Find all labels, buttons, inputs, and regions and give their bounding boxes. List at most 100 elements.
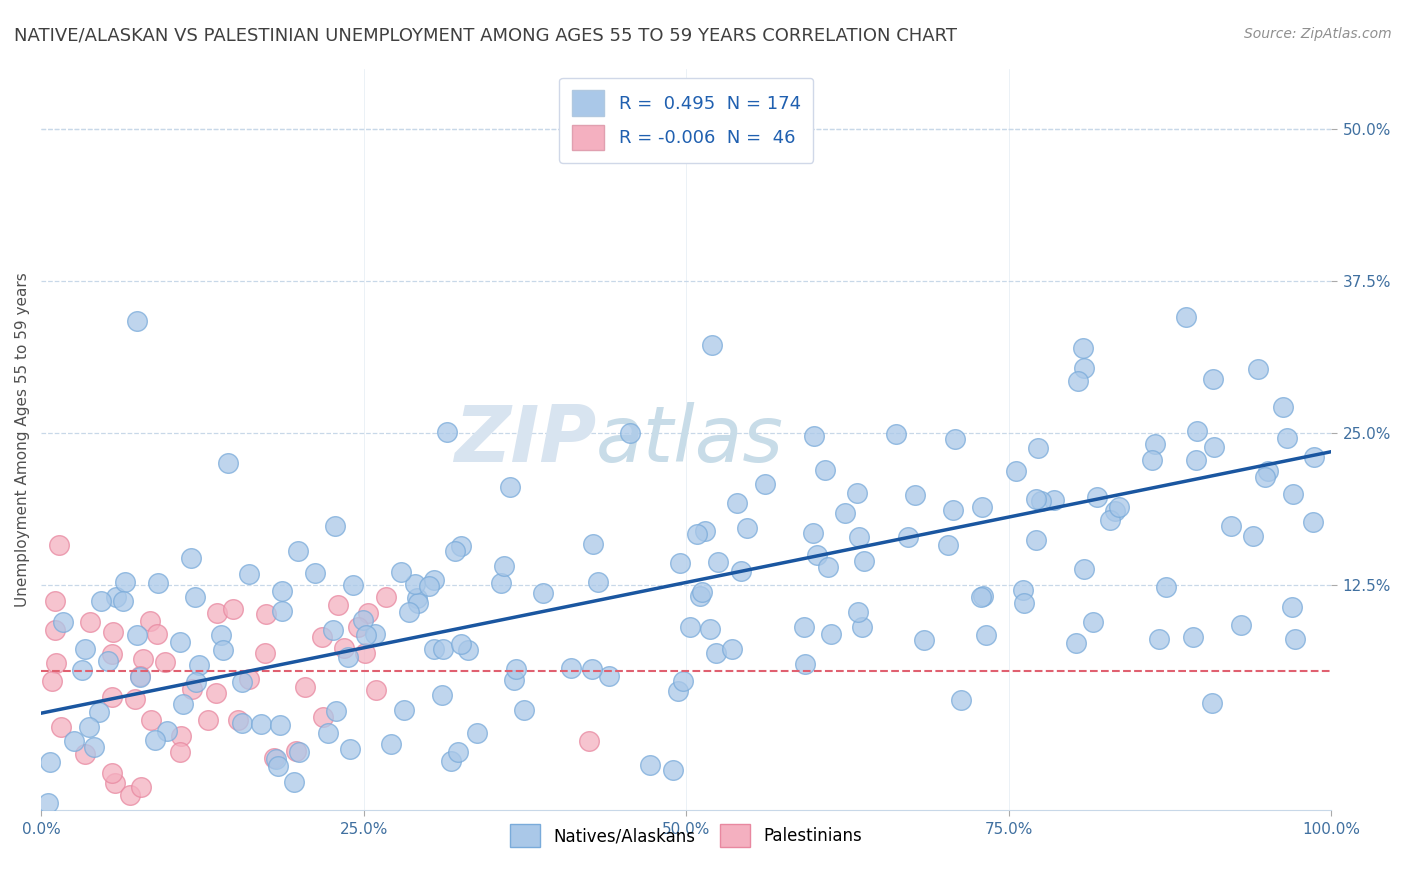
Point xyxy=(172,697,194,711)
Point xyxy=(1073,562,1095,576)
Point xyxy=(212,643,235,657)
Point xyxy=(1303,450,1326,465)
Point xyxy=(231,716,253,731)
Point xyxy=(1073,361,1095,376)
Point xyxy=(936,539,959,553)
Point xyxy=(139,614,162,628)
Point xyxy=(848,530,870,544)
Y-axis label: Unemployment Among Ages 55 to 59 years: Unemployment Among Ages 55 to 59 years xyxy=(15,272,30,607)
Point xyxy=(735,521,758,535)
Point xyxy=(283,774,305,789)
Point xyxy=(170,729,193,743)
Point xyxy=(184,591,207,605)
Point xyxy=(45,656,67,670)
Point xyxy=(322,623,344,637)
Point xyxy=(672,674,695,689)
Point xyxy=(1140,453,1163,467)
Point xyxy=(1026,441,1049,455)
Point xyxy=(323,519,346,533)
Point xyxy=(568,891,591,892)
Point xyxy=(814,463,837,477)
Point xyxy=(974,628,997,642)
Point xyxy=(1108,500,1130,514)
Point xyxy=(267,759,290,773)
Point xyxy=(96,654,118,668)
Point xyxy=(37,796,59,810)
Point xyxy=(690,585,713,599)
Point xyxy=(707,555,730,569)
Point xyxy=(333,640,356,655)
Point xyxy=(1031,494,1053,508)
Point xyxy=(75,642,97,657)
Point xyxy=(139,713,162,727)
Point xyxy=(124,692,146,706)
Point xyxy=(205,606,228,620)
Point xyxy=(1184,452,1206,467)
Point xyxy=(221,602,243,616)
Point xyxy=(51,615,73,629)
Point xyxy=(70,663,93,677)
Point xyxy=(1187,424,1209,438)
Point xyxy=(89,705,111,719)
Point xyxy=(950,693,973,707)
Point xyxy=(101,624,124,639)
Point xyxy=(129,780,152,794)
Point xyxy=(364,683,387,698)
Point xyxy=(104,776,127,790)
Point xyxy=(392,703,415,717)
Point xyxy=(44,594,66,608)
Point xyxy=(263,751,285,765)
Point xyxy=(806,548,828,562)
Point xyxy=(619,425,641,440)
Point xyxy=(1043,493,1066,508)
Point xyxy=(169,745,191,759)
Point xyxy=(63,734,86,748)
Point xyxy=(1071,342,1094,356)
Point xyxy=(502,673,524,687)
Point xyxy=(1201,697,1223,711)
Point xyxy=(120,788,142,802)
Point xyxy=(499,480,522,494)
Point xyxy=(1104,504,1126,518)
Point xyxy=(269,717,291,731)
Point xyxy=(1099,513,1122,527)
Point xyxy=(105,590,128,604)
Point xyxy=(792,620,814,634)
Point xyxy=(423,641,446,656)
Point xyxy=(238,566,260,581)
Point xyxy=(287,745,309,759)
Point xyxy=(1011,582,1033,597)
Point xyxy=(1025,533,1047,547)
Point xyxy=(970,590,993,604)
Point xyxy=(325,704,347,718)
Point xyxy=(156,723,179,738)
Point xyxy=(357,606,380,620)
Point xyxy=(1202,372,1225,386)
Point xyxy=(1147,632,1170,647)
Point xyxy=(336,650,359,665)
Point xyxy=(127,628,149,642)
Point xyxy=(129,670,152,684)
Point xyxy=(578,734,600,748)
Point xyxy=(1241,529,1264,543)
Point xyxy=(181,681,204,696)
Point xyxy=(884,426,907,441)
Point xyxy=(41,673,63,688)
Point xyxy=(851,620,873,634)
Point xyxy=(1025,491,1047,506)
Point xyxy=(254,607,277,621)
Point xyxy=(250,716,273,731)
Point xyxy=(270,604,292,618)
Point xyxy=(582,537,605,551)
Point xyxy=(513,703,536,717)
Point xyxy=(450,637,472,651)
Point xyxy=(817,560,839,574)
Point xyxy=(970,500,993,514)
Point xyxy=(704,646,727,660)
Point xyxy=(897,530,920,544)
Point xyxy=(418,579,440,593)
Point xyxy=(794,657,817,671)
Point xyxy=(505,662,527,676)
Point xyxy=(44,623,66,637)
Point xyxy=(264,752,287,766)
